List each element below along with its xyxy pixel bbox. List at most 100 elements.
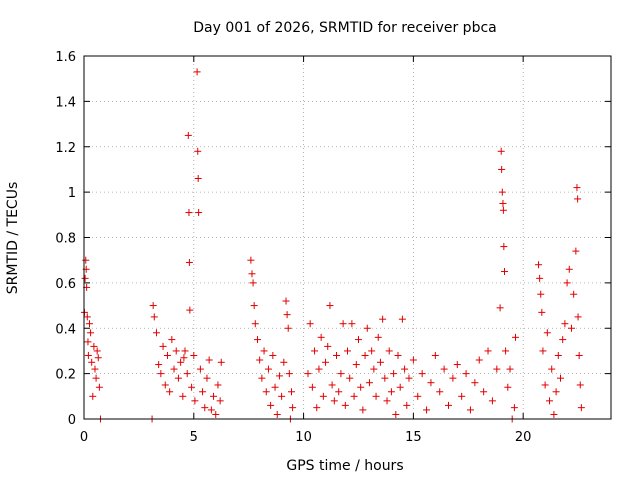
- data-point-marker: [471, 379, 479, 387]
- data-point-marker: [359, 406, 367, 414]
- x-tick-label: 20: [515, 430, 532, 445]
- data-point-marker: [174, 374, 182, 382]
- data-point-marker: [170, 365, 178, 373]
- data-point-marker: [577, 404, 585, 412]
- data-point-marker: [264, 365, 272, 373]
- data-point-marker: [190, 351, 198, 359]
- y-tick-label: 0.6: [55, 277, 76, 292]
- data-point-marker: [278, 392, 286, 400]
- data-point-marker: [94, 354, 102, 362]
- data-point-marker: [330, 397, 338, 405]
- data-point-marker: [535, 261, 543, 269]
- data-point-marker: [194, 147, 202, 155]
- data-point-marker: [285, 370, 293, 378]
- data-point-marker: [381, 374, 389, 382]
- data-point-marker: [363, 324, 371, 332]
- data-point-marker: [370, 365, 378, 373]
- data-point-marker: [498, 188, 506, 196]
- data-point-marker: [385, 347, 393, 355]
- data-point-marker: [304, 370, 312, 378]
- chart-title: Day 001 of 2026, SRMTID for receiver pbc…: [193, 20, 496, 36]
- data-point-marker: [326, 302, 334, 310]
- data-point-marker: [84, 338, 92, 346]
- data-point-marker: [193, 68, 201, 76]
- data-point-marker: [161, 381, 169, 389]
- data-point-marker: [537, 290, 545, 298]
- data-point-marker: [186, 306, 194, 314]
- data-point-marker: [352, 361, 360, 369]
- data-point-marker: [253, 336, 261, 344]
- data-point-marker: [548, 365, 556, 373]
- data-point-marker: [390, 370, 398, 378]
- data-point-marker: [275, 372, 283, 380]
- data-point-marker: [157, 370, 165, 378]
- data-point-marker: [565, 265, 573, 273]
- data-point-marker: [251, 320, 259, 328]
- data-point-marker: [574, 313, 582, 321]
- data-point-marker: [475, 356, 483, 364]
- y-tick-label: 1.2: [55, 141, 76, 156]
- data-point-marker: [280, 358, 288, 366]
- data-point-marker: [152, 329, 160, 337]
- data-point-marker: [92, 374, 100, 382]
- data-point-marker: [541, 381, 549, 389]
- data-point-marker: [405, 374, 413, 382]
- data-point-marker: [344, 347, 351, 355]
- data-point-marker: [496, 304, 504, 312]
- data-point-marker: [484, 347, 492, 355]
- data-point-marker: [499, 206, 507, 214]
- data-point-marker: [256, 356, 264, 364]
- x-tick-label: 5: [190, 430, 198, 445]
- data-point-marker: [536, 274, 544, 282]
- x-tick-label: 10: [295, 430, 312, 445]
- data-point-marker: [396, 383, 404, 391]
- data-point-marker: [149, 302, 157, 310]
- data-point-marker: [83, 313, 91, 321]
- data-point-marker: [81, 274, 89, 282]
- data-point-marker: [180, 354, 188, 362]
- data-point-marker: [493, 365, 501, 373]
- data-point-marker: [319, 392, 327, 400]
- data-point-marker: [431, 351, 439, 359]
- data-point-marker: [191, 397, 199, 405]
- data-point-marker: [207, 406, 215, 414]
- data-point-marker: [453, 361, 461, 369]
- data-point-marker: [199, 388, 207, 396]
- data-point-marker: [258, 374, 266, 382]
- data-point-marker: [511, 333, 519, 341]
- grid-lines: [84, 56, 611, 419]
- data-point-marker: [506, 365, 514, 373]
- data-point-marker: [414, 392, 422, 400]
- data-point-marker: [90, 342, 98, 350]
- x-axis-label: GPS time / hours: [286, 458, 403, 474]
- data-point-marker: [573, 184, 581, 192]
- data-point-marker: [449, 374, 457, 382]
- data-point-marker: [201, 404, 209, 412]
- data-point-marker: [575, 351, 583, 359]
- data-point-marker: [423, 406, 431, 414]
- data-point-marker: [288, 388, 296, 396]
- y-tick-label: 0.4: [55, 322, 76, 337]
- data-point-marker: [376, 358, 384, 366]
- data-point-marker: [374, 333, 382, 341]
- data-point-marker: [418, 370, 426, 378]
- data-point-marker: [346, 374, 354, 382]
- data-point-marker: [210, 392, 218, 400]
- data-point-marker: [538, 308, 546, 316]
- data-point-marker: [262, 388, 270, 396]
- data-point-marker: [267, 401, 275, 409]
- data-point-marker: [89, 392, 97, 400]
- data-point-marker: [181, 347, 189, 355]
- data-point-marker: [179, 392, 187, 400]
- data-point-marker: [337, 370, 345, 378]
- data-point-marker: [172, 347, 180, 355]
- data-point-marker: [282, 297, 290, 305]
- data-point-marker: [260, 347, 268, 355]
- data-point-marker: [480, 388, 488, 396]
- data-point-marker: [166, 388, 174, 396]
- data-point-marker: [500, 243, 508, 251]
- data-point-marker: [379, 315, 387, 323]
- data-point-marker: [403, 401, 411, 409]
- data-point-marker: [497, 147, 505, 155]
